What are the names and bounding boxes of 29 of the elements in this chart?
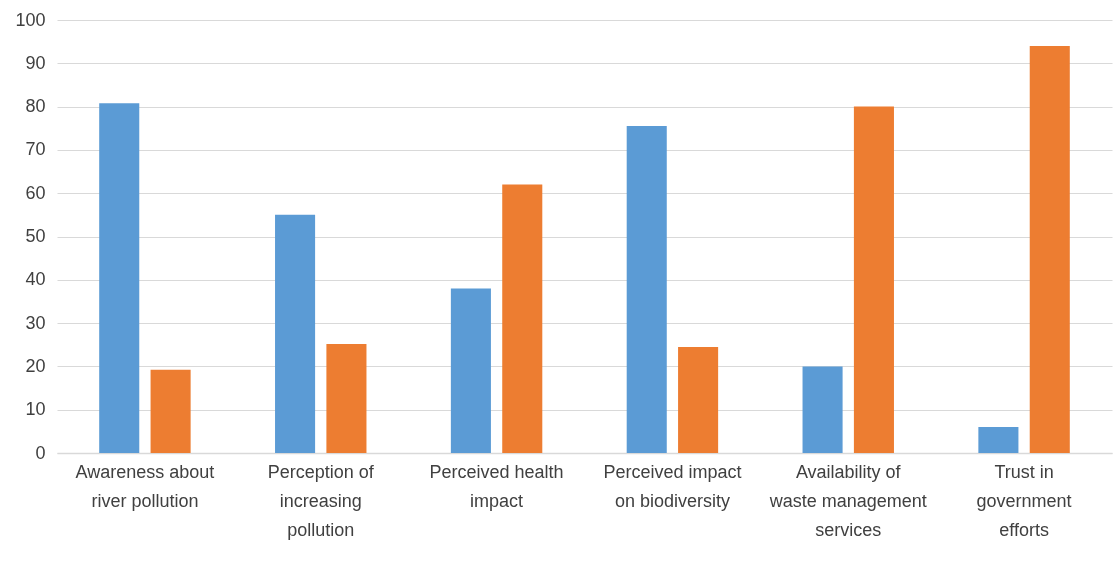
bar [99,103,140,453]
bar [853,106,894,453]
x-tick-label: Perceived impact on biodiversity [603,461,742,511]
bar [275,214,316,453]
y-tick-label: 100 [15,9,46,30]
x-tick-label: Trust in government efforts [976,461,1072,540]
y-tick-label: 30 [25,312,46,333]
y-tick-label: 70 [25,139,46,160]
bar [626,126,667,453]
bar [678,346,719,453]
bar [502,184,543,453]
x-tick-label: Perceived health impact [429,461,564,511]
bar [450,288,491,453]
y-tick-label: 90 [25,52,46,73]
bar [326,343,367,453]
y-tick-label: 50 [25,226,46,246]
x-tick-label: Perception of increasing pollution [267,461,375,540]
y-tick-label: 0 [35,442,46,463]
y-tick-label: 20 [25,355,46,376]
x-tick-label: Awareness about river pollution [75,461,215,511]
y-tick-label: 80 [25,96,46,117]
bar [978,427,1019,453]
x-tick-label: Availability of waste management services [768,461,927,540]
y-tick-label: 10 [25,399,46,420]
y-tick-label: 40 [25,269,46,290]
bar [1029,45,1070,453]
bar [150,369,191,453]
y-tick-label: 60 [25,182,46,203]
bar [802,366,843,453]
